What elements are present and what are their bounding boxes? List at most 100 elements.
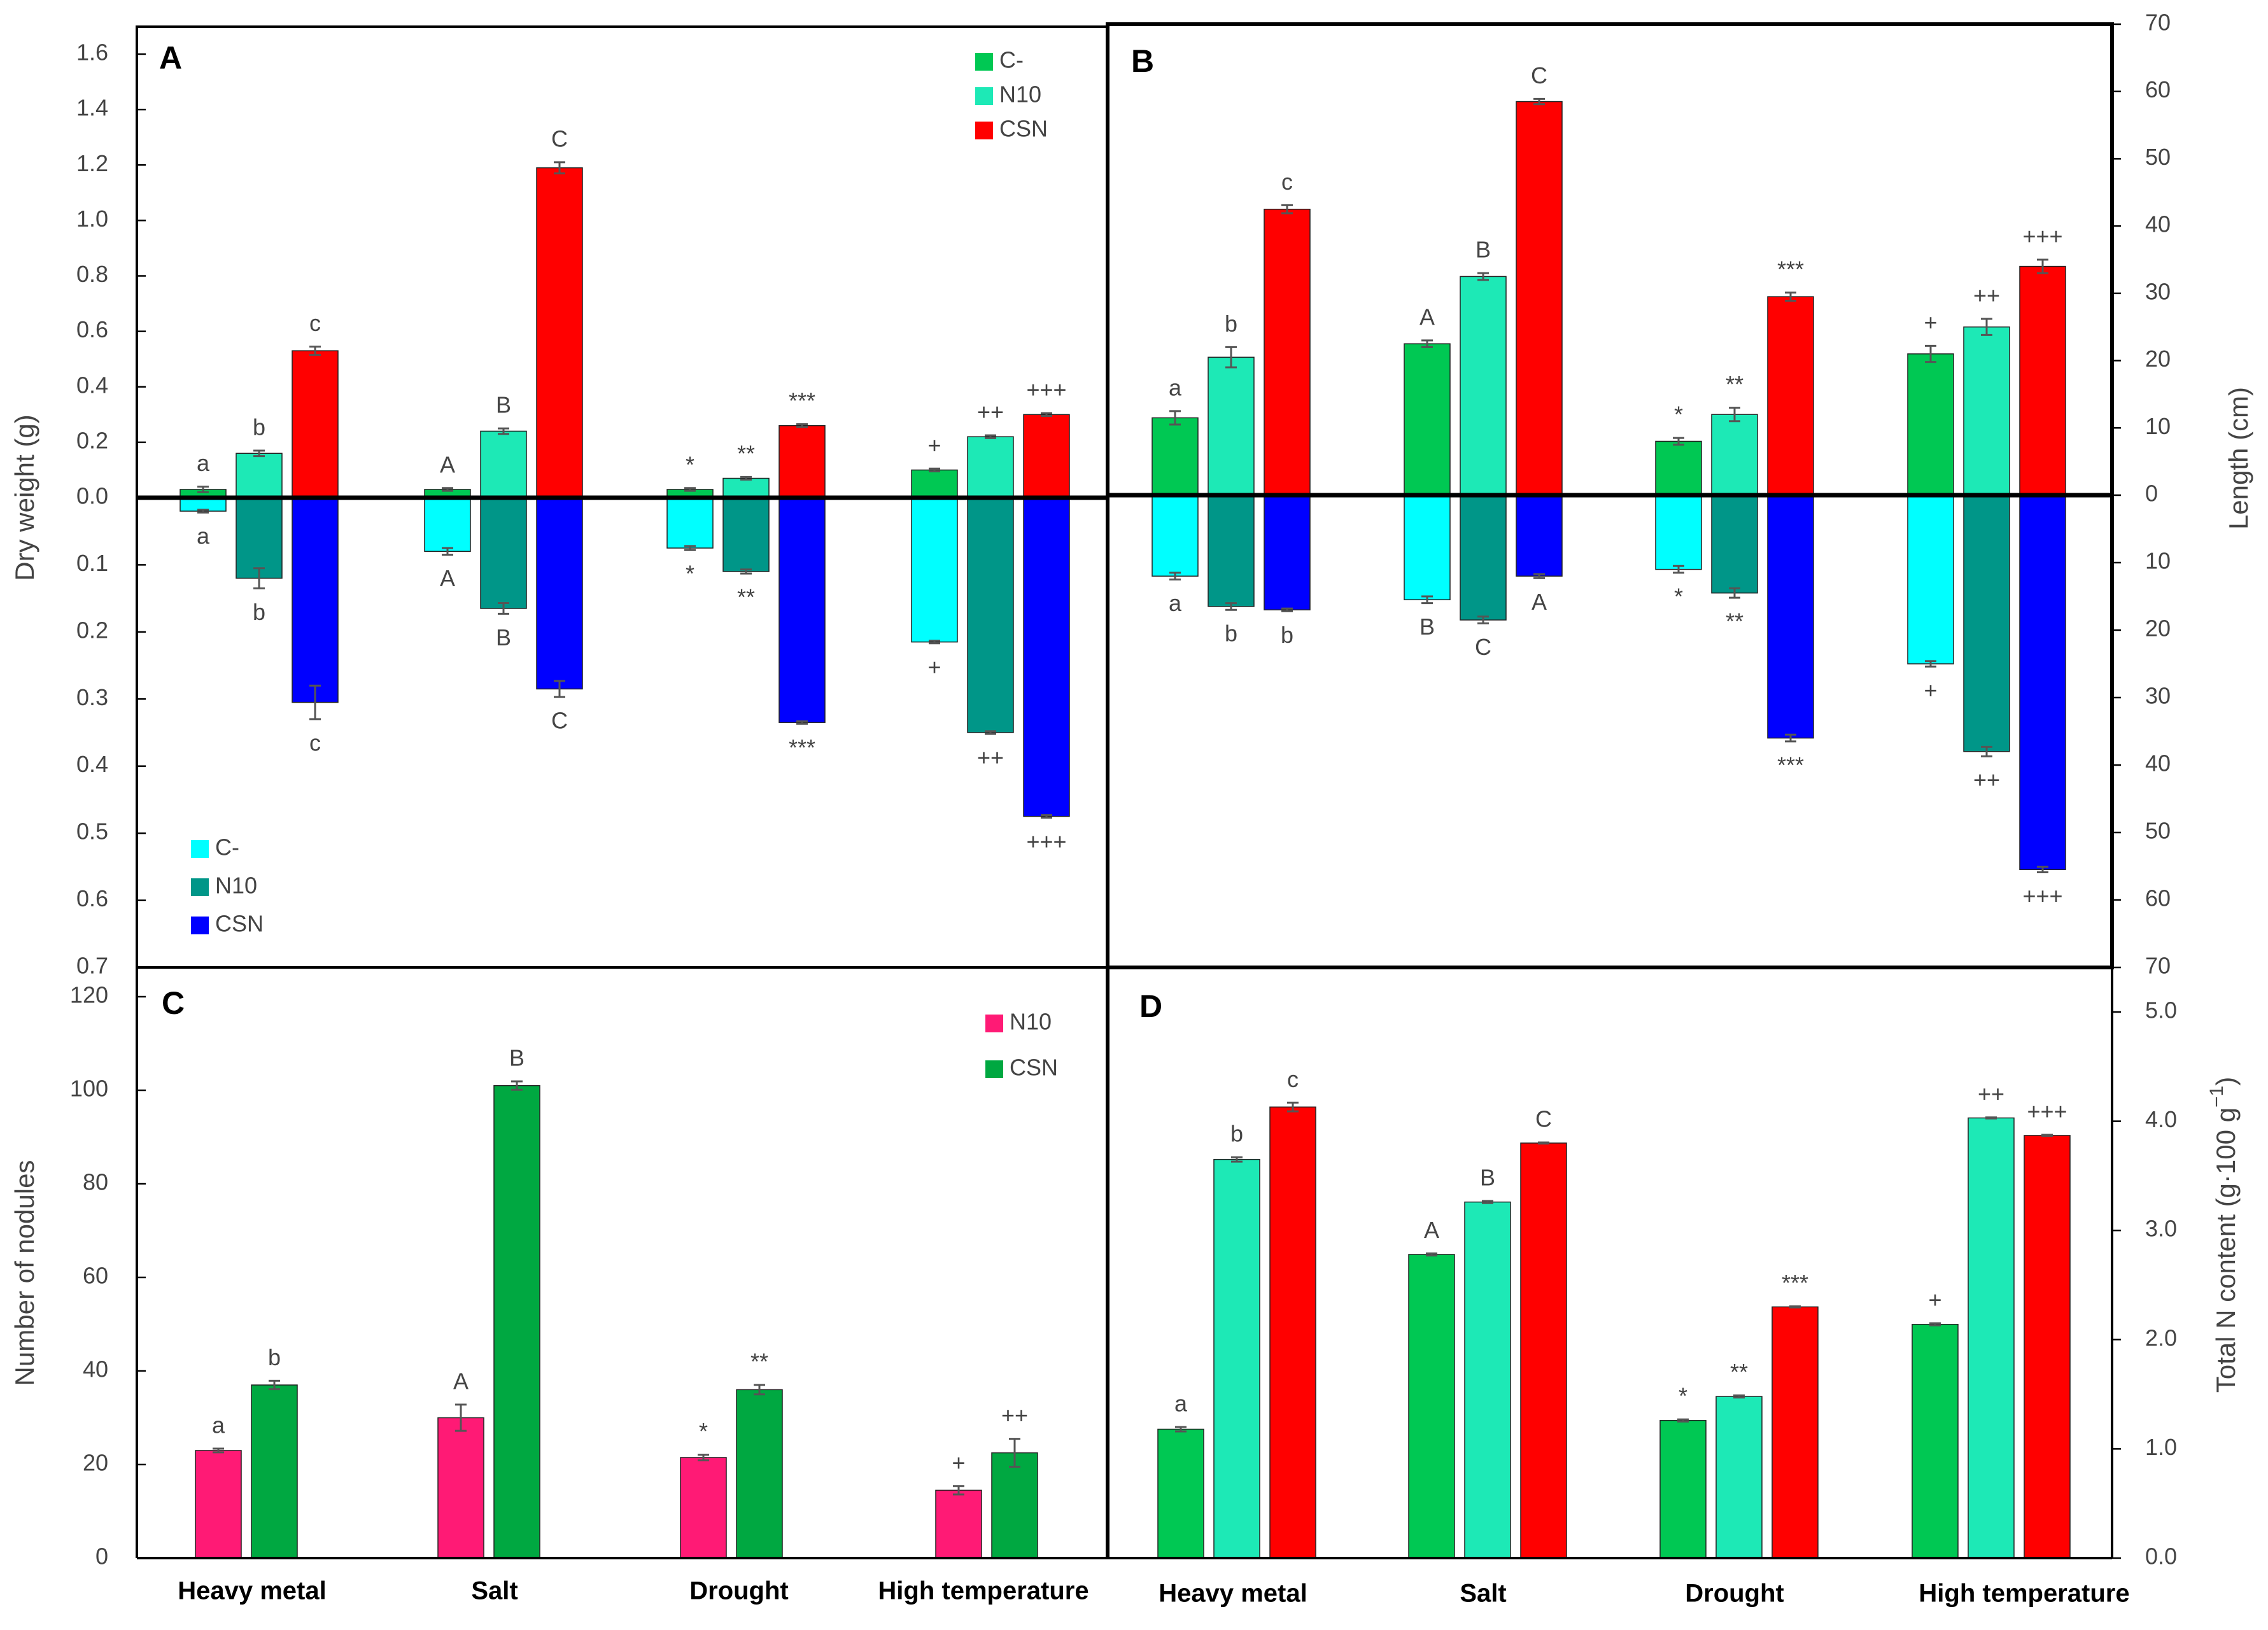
bar-bottom [2019,495,2066,871]
significance-label: b [1225,621,1237,647]
significance-label: A [440,565,455,591]
bar [991,1452,1038,1559]
bar-bottom [1264,495,1311,610]
significance-label: ** [737,440,755,467]
significance-label: b [268,1344,281,1370]
error-bar [796,720,808,725]
bar-top [2019,265,2066,496]
y-axis-label-tail: ) [2211,1077,2241,1086]
bar-top [1023,414,1070,498]
significance-label: * [686,451,694,477]
bar-top [536,167,583,498]
bar-bottom [1516,495,1563,577]
bar-bottom [666,497,714,549]
y-tick-label: 40 [2145,211,2171,237]
error-bar [1421,595,1433,605]
error-bar [684,545,696,551]
y-tick-label: 0.2 [76,617,108,643]
significance-label: a [1169,590,1182,616]
y-axis-label: Number of nodules [10,1160,39,1386]
bar [251,1384,298,1559]
y-tick-label: 0.0 [76,483,108,509]
bar-top [911,469,958,498]
significance-label: C [551,125,568,151]
significance-label: b [253,599,265,625]
legend-swatch [191,917,209,934]
significance-label: c [309,729,321,755]
error-bar [498,602,509,615]
error-bar [554,680,565,698]
error-bar [684,487,696,492]
error-bar [1421,339,1433,348]
bar-bottom [1460,495,1507,621]
bar [1912,1324,1959,1559]
y-tick-label: 2.0 [2145,1324,2177,1351]
significance-label: ** [1726,371,1743,397]
error-bar [929,467,940,473]
bar-bottom [722,497,770,572]
significance-label: ** [750,1349,768,1375]
bar-top [480,430,527,498]
legend-label: CSN [215,911,264,937]
y-tick-label: 0.1 [76,550,108,576]
legend-swatch [975,87,993,105]
error-bar [1925,344,1936,363]
error-bar [985,434,996,439]
significance-label: + [1924,309,1937,335]
x-tick-label: Salt [1460,1580,1506,1608]
significance-label: *** [789,388,815,414]
error-bar [1009,1438,1020,1468]
significance-label: c [309,310,321,336]
x-tick-label: Drought [1685,1580,1784,1608]
error-bar [1677,1418,1689,1423]
significance-label: *** [1777,752,1804,778]
legend-swatch [191,878,209,896]
significance-label: + [927,432,941,458]
error-bar [1225,346,1237,369]
error-bar [740,475,752,481]
error-bar [1281,204,1293,214]
y-tick-label: 20 [83,1450,108,1476]
significance-label: C [1535,1106,1552,1132]
y-tick-label: 40 [2145,750,2171,776]
significance-label: * [1674,402,1683,428]
y-tick-label: 1.4 [76,95,108,121]
error-bar [2037,258,2048,274]
y-tick-label: 10 [2145,413,2171,439]
error-bar [1231,1156,1243,1163]
significance-label: C [551,708,568,734]
bar-top [292,350,339,498]
bar-bottom [292,497,339,703]
bar-bottom [1404,495,1451,601]
significance-label: +++ [2022,223,2062,249]
panel-letter: B [1131,43,1154,79]
bar-bottom [1655,495,1702,570]
error-bar [1729,407,1740,423]
bar [1968,1117,2015,1559]
y-tick-label: 5.0 [2145,997,2177,1023]
error-bar [754,1384,765,1396]
error-bar [253,449,265,458]
y-tick-label: 50 [2145,818,2171,844]
significance-label: + [927,654,941,680]
y-tick-label: 80 [83,1169,108,1195]
error-bar [1477,615,1489,624]
bar [935,1489,982,1559]
significance-label: B [496,624,511,650]
y-tick-label: 0.7 [76,953,108,979]
significance-label: * [686,561,694,587]
significance-label: * [1679,1383,1687,1409]
error-bar [1925,660,1936,668]
error-bar [498,427,509,435]
error-bar [1533,97,1545,106]
x-tick-label: High temperature [878,1577,1088,1605]
significance-label: +++ [2022,883,2062,909]
bar-top [967,436,1014,498]
error-bar [442,487,453,492]
error-bar [740,568,752,575]
significance-label: A [1419,304,1435,330]
legend-swatch [975,53,993,71]
panel-letter: C [162,985,185,1021]
significance-label: ++ [1973,767,2000,793]
significance-label: B [1419,614,1435,640]
